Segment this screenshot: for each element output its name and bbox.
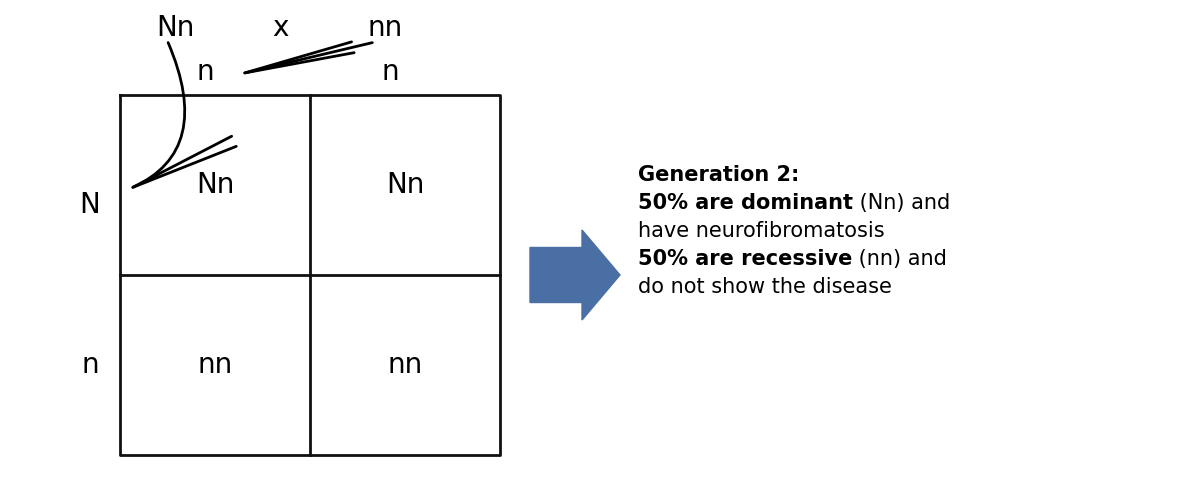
Text: Generation 2:: Generation 2: (638, 165, 800, 185)
Text: (nn) and: (nn) and (852, 249, 947, 269)
Text: do not show the disease: do not show the disease (638, 277, 892, 297)
Text: Nn: Nn (386, 171, 424, 199)
Text: (Nn) and: (Nn) and (853, 193, 950, 213)
Text: x: x (271, 14, 288, 42)
Text: 50% are recessive: 50% are recessive (638, 249, 852, 269)
Text: N: N (79, 191, 101, 219)
Text: n: n (382, 58, 399, 86)
Text: n: n (197, 58, 213, 86)
Text: n: n (82, 351, 98, 379)
Polygon shape (530, 230, 620, 320)
Text: 50% are dominant: 50% are dominant (638, 193, 853, 213)
Text: Nn: Nn (155, 14, 194, 42)
Text: Nn: Nn (196, 171, 235, 199)
Text: have neurofibromatosis: have neurofibromatosis (638, 221, 885, 241)
Text: nn: nn (198, 351, 232, 379)
Text: nn: nn (367, 14, 403, 42)
Text: nn: nn (387, 351, 423, 379)
